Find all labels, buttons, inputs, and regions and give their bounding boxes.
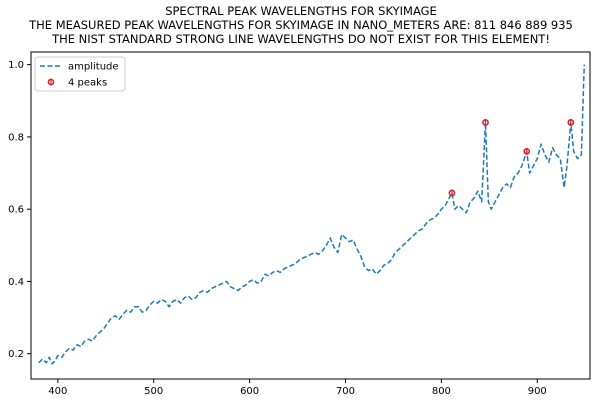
x-tick-label: 900 <box>528 386 547 397</box>
legend-peaks-marker <box>47 78 55 86</box>
peak-marker <box>482 118 489 126</box>
legend: amplitude 4 peaks <box>34 56 126 92</box>
x-tick-label: 400 <box>48 386 67 397</box>
legend-peaks-label: 4 peaks <box>68 78 107 89</box>
x-tick-label: 500 <box>144 386 163 397</box>
peak-marker <box>523 147 531 155</box>
chart-title-line-1: SPECTRAL PEAK WAVELENGTHS FOR SKYIMAGE <box>165 4 437 18</box>
x-tick-label: 600 <box>240 386 259 397</box>
chart-title-line-3: THE NIST STANDARD STRONG LINE WAVELENGTH… <box>52 32 550 46</box>
y-tick-label: 0.6 <box>8 205 24 216</box>
x-tick-label: 800 <box>432 386 451 397</box>
plot-area <box>38 64 585 365</box>
chart-title-line-2: THE MEASURED PEAK WAVELENGTHS FOR SKYIMA… <box>29 18 573 32</box>
x-tick-label: 700 <box>336 386 355 397</box>
chart-title-block: SPECTRAL PEAK WAVELENGTHS FOR SKYIMAGE T… <box>0 4 602 46</box>
y-tick-label: 0.8 <box>8 132 24 143</box>
legend-amplitude-label: amplitude <box>68 62 119 73</box>
axes-frame <box>30 51 591 380</box>
peak-marker <box>567 118 575 126</box>
amplitude-series-line <box>38 64 585 365</box>
y-tick-label: 0.4 <box>8 277 24 288</box>
y-tick-label: 1.0 <box>8 60 24 71</box>
y-tick-label: 0.2 <box>8 349 24 360</box>
y-axis-ticks: 0.2 0.4 0.6 0.8 1.0 <box>8 60 31 360</box>
peak-marker <box>448 189 456 197</box>
x-axis-ticks: 400 500 600 700 800 900 <box>48 379 547 397</box>
